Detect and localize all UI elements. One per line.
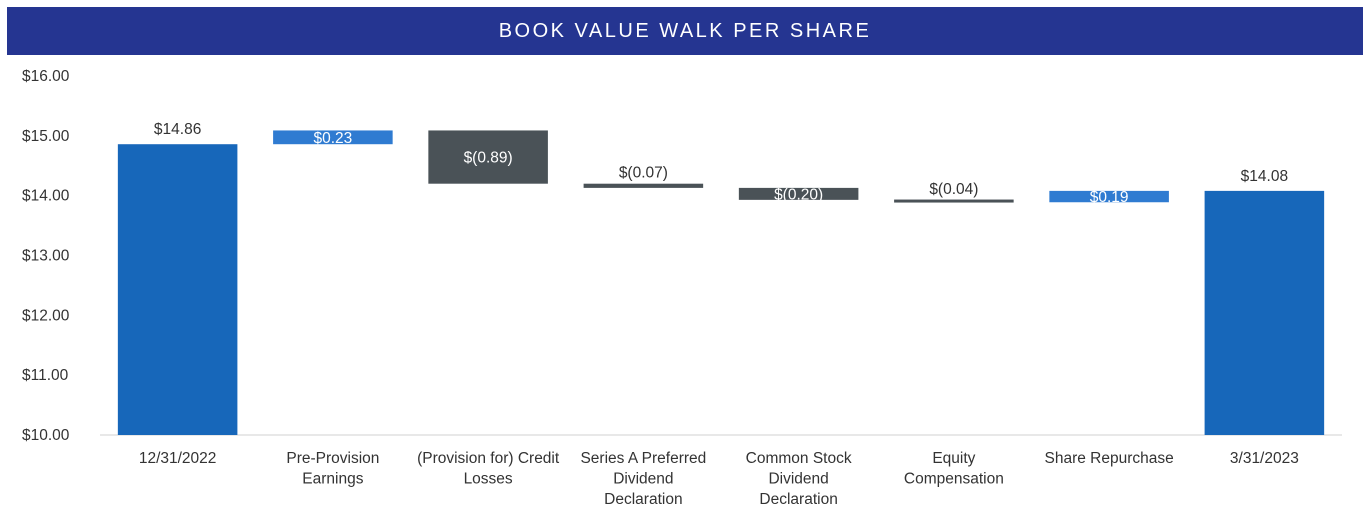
bar-increase: [1049, 190, 1169, 203]
y-tick-label: $16.00: [22, 68, 70, 85]
bar-decrease: [583, 183, 704, 188]
category-label: Common Stock Dividend Declaration: [746, 450, 852, 508]
y-tick-label: $15.00: [22, 128, 70, 145]
category-label: (Provision for) Credit Losses: [417, 450, 560, 488]
bar-decrease: [894, 199, 1014, 203]
category-label: Share Repurchase: [1045, 450, 1174, 467]
data-label: $(0.89): [464, 150, 513, 167]
data-label: $14.08: [1241, 168, 1288, 185]
y-tick-label: $12.00: [22, 307, 70, 324]
data-label: $(0.04): [929, 181, 978, 198]
data-label: $(0.20): [774, 186, 823, 203]
data-label: $0.19: [1090, 189, 1129, 206]
category-label: Equity Compensation: [904, 450, 1004, 488]
data-label: $14.86: [154, 121, 201, 138]
category-label: 3/31/2023: [1230, 450, 1299, 467]
data-label: $(0.07): [619, 165, 668, 182]
chart-title: BOOK VALUE WALK PER SHARE: [498, 19, 872, 42]
category-label: Pre-Provision Earnings: [286, 450, 379, 488]
bar-total: [117, 144, 238, 435]
bar-decrease: [738, 187, 859, 200]
y-tick-label: $11.00: [22, 367, 69, 384]
y-tick-label: $14.00: [22, 188, 70, 205]
chart-title-banner: BOOK VALUE WALK PER SHARE: [7, 7, 1363, 55]
category-label: 12/31/2022: [139, 450, 217, 467]
bar-increase: [273, 130, 393, 145]
bar-decrease: [428, 130, 548, 184]
category-label: Series A Preferred Dividend Declaration: [580, 450, 706, 508]
y-tick-label: $10.00: [22, 427, 70, 444]
y-tick-label: $13.00: [22, 248, 70, 265]
data-label: $0.23: [313, 130, 352, 147]
bar-total: [1204, 190, 1325, 435]
